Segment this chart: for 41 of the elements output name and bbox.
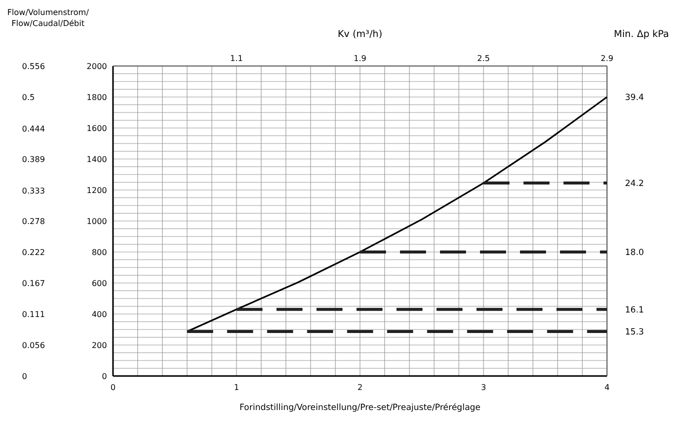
x-tick-label: 1 (234, 383, 240, 392)
text: 24.2 (625, 179, 644, 190)
y-tick-label: 1800 (86, 93, 107, 102)
y-tick-label: 800 (92, 248, 107, 257)
y2-tick-label: 0.444 (22, 124, 45, 134)
text: 1.9 (354, 54, 366, 63)
y2-tick-label: 0.222 (22, 248, 45, 258)
text: 18.0 (625, 248, 644, 258)
y2-tick-label: 0.5 (22, 93, 35, 102)
y-tick-label: 1600 (86, 124, 107, 133)
line-series (186, 96, 608, 332)
y-tick-label: 600 (92, 279, 107, 288)
y-tick-label: 0 (102, 372, 107, 381)
y-tick-label: 2000 (86, 62, 107, 71)
x-tick-label: 2 (357, 383, 363, 392)
text: 1.1 (230, 54, 243, 63)
y-tick-label: 1000 (86, 217, 107, 226)
y2-tick-label: 0.389 (22, 155, 45, 164)
y-tick-label: 1200 (86, 186, 107, 195)
text: 2.9 (600, 54, 614, 63)
text: 39.4 (625, 93, 644, 103)
x-tick-label: 0 (110, 383, 116, 392)
y2-tick-label: 0.111 (22, 310, 45, 320)
x2-axis-title: Kv (m³/h) (338, 29, 382, 40)
y2-tick-label: 0.056 (22, 340, 45, 350)
x-tick-label: 3 (480, 383, 486, 392)
y2-tick-label: 0 (22, 372, 28, 381)
text: 15.3 (625, 328, 644, 338)
text: Min. Δp kPa (614, 29, 669, 40)
text: 2.5 (477, 54, 490, 63)
x-axis-title: Forindstilling/Voreinstellung/Pre-set/Preajuste/Préréglage (239, 403, 481, 413)
y-tick-label: 1400 (86, 155, 107, 164)
y2-tick-label: 0.167 (22, 278, 45, 288)
y2-tick-label: 0.333 (22, 186, 45, 196)
y-tick-label: 200 (92, 341, 107, 350)
y-tick-label: 400 (92, 310, 107, 319)
y2-tick-label: 0.278 (22, 217, 45, 226)
y2-axis-title: Flow/Volumenstrom/ Flow/Caudal/Débit (7, 8, 90, 28)
text: 16.1 (625, 305, 644, 316)
y2-tick-label: 0.556 (22, 62, 45, 71)
x-tick-label: 4 (604, 383, 610, 392)
